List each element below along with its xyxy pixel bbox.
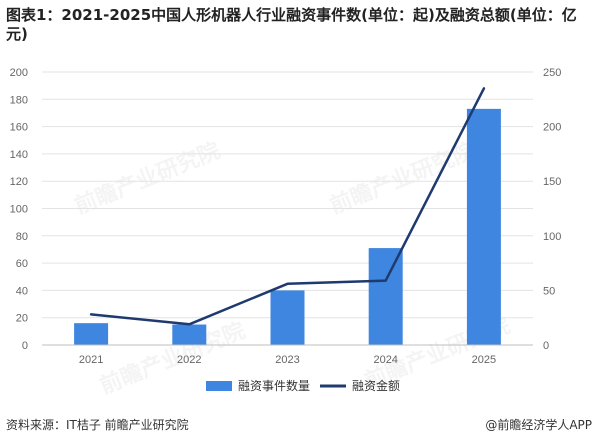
left-tick-label: 180 bbox=[10, 94, 28, 106]
credit-note: @前瞻经济学人APP bbox=[485, 418, 592, 432]
left-tick-label: 140 bbox=[10, 149, 28, 161]
bar bbox=[466, 108, 501, 345]
left-tick-label: 0 bbox=[22, 340, 28, 352]
bar bbox=[368, 248, 403, 345]
x-tick-label: 2022 bbox=[177, 354, 201, 366]
left-tick-label: 120 bbox=[10, 176, 28, 188]
chart-legend: 融资事件数量 融资金额 bbox=[206, 378, 400, 393]
right-axis: 0 50 100 150 200 250 bbox=[543, 67, 561, 352]
watermark-text: 前瞻产业研究院 bbox=[71, 138, 224, 220]
left-tick-label: 60 bbox=[16, 258, 28, 270]
left-tick-label: 100 bbox=[10, 204, 28, 216]
right-tick-label: 0 bbox=[543, 340, 549, 352]
right-tick-label: 100 bbox=[543, 231, 561, 243]
x-tick-label: 2021 bbox=[79, 354, 103, 366]
x-tick-label: 2025 bbox=[472, 354, 496, 366]
legend-label-line: 融资金额 bbox=[352, 378, 400, 393]
left-tick-label: 160 bbox=[10, 122, 28, 134]
line-series bbox=[89, 87, 486, 326]
bar bbox=[172, 324, 207, 345]
left-tick-label: 200 bbox=[10, 67, 28, 79]
bar bbox=[74, 323, 109, 345]
right-tick-label: 250 bbox=[543, 67, 561, 79]
source-note: 资料来源：IT桔子 前瞻产业研究院 bbox=[6, 418, 189, 432]
right-tick-label: 50 bbox=[543, 285, 555, 297]
legend-label-bar: 融资事件数量 bbox=[238, 378, 310, 393]
left-tick-label: 40 bbox=[16, 285, 28, 297]
right-tick-label: 200 bbox=[543, 122, 561, 134]
bar-series bbox=[74, 108, 501, 345]
left-axis: 0 20 40 60 80 100 120 140 160 180 200 bbox=[10, 67, 28, 352]
chart-title: 图表1：2021-2025中国人形机器人行业融资事件数(单位：起)及融资总额(单… bbox=[6, 6, 577, 43]
x-tick-label: 2023 bbox=[275, 354, 299, 366]
left-tick-label: 80 bbox=[16, 231, 28, 243]
bar bbox=[270, 290, 305, 345]
right-tick-label: 150 bbox=[543, 176, 561, 188]
line-path bbox=[89, 87, 486, 326]
x-tick-label: 2024 bbox=[373, 354, 397, 366]
left-tick-label: 20 bbox=[16, 313, 28, 325]
watermark-text: 前瞻产业研究院 bbox=[326, 138, 479, 220]
legend-swatch-bar bbox=[206, 381, 232, 391]
x-axis: 2021 2022 2023 2024 2025 bbox=[42, 344, 533, 366]
